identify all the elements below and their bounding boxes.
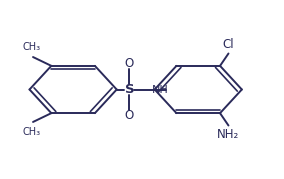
Text: NH₂: NH₂: [217, 128, 240, 141]
Text: CH₃: CH₃: [22, 127, 41, 137]
Text: NH: NH: [152, 84, 169, 95]
Text: O: O: [125, 109, 134, 122]
Text: O: O: [125, 57, 134, 70]
Text: S: S: [124, 83, 134, 96]
Text: Cl: Cl: [223, 38, 234, 51]
Text: CH₃: CH₃: [22, 42, 41, 52]
